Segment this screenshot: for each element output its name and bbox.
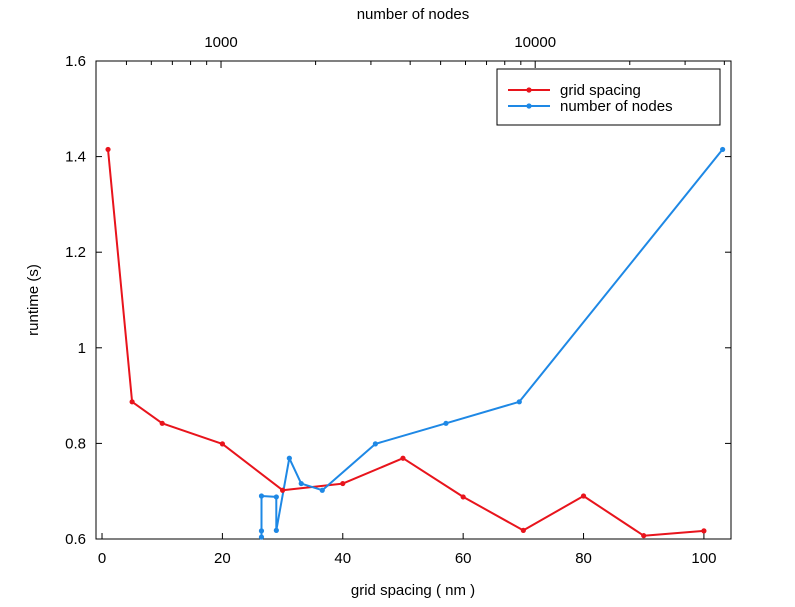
- x-tick-label: 40: [334, 550, 351, 567]
- data-point: [258, 528, 265, 534]
- data-point: [258, 534, 265, 540]
- axis-ticks: [96, 60, 731, 540]
- data-point: [159, 420, 165, 426]
- y-tick-label: 1.4: [65, 149, 86, 166]
- data-point: [340, 480, 346, 487]
- data-point: [273, 527, 279, 533]
- series-lines: [107, 148, 724, 538]
- data-point: [701, 528, 707, 534]
- x-tick-label: 100: [691, 550, 716, 567]
- plot-frame: [95, 60, 732, 540]
- data-point: [273, 494, 279, 500]
- x2-tick-label: 10000: [514, 34, 556, 51]
- data-point: [258, 493, 265, 499]
- x-tick-label: 80: [575, 550, 592, 567]
- y-tick-label: 0.8: [65, 435, 86, 452]
- data-point: [580, 493, 587, 499]
- data-point: [286, 455, 292, 461]
- data-point: [129, 399, 135, 405]
- axis-tick-labels: 0 20 40 60 80 100 0.6 0.8 1 1.2 1.4 1.6 1000 10000: [65, 34, 716, 567]
- data-point: [372, 441, 378, 447]
- legend: grid spacing number of nodes: [496, 68, 721, 126]
- data-point: [319, 487, 325, 493]
- y-tick-label: 1: [78, 340, 86, 357]
- data-point: [520, 527, 526, 533]
- x-axis-title: grid spacing ( nm ): [351, 582, 475, 599]
- x-tick-label: 20: [214, 550, 231, 567]
- x2-axis-title: number of nodes: [357, 6, 470, 23]
- series-line-1: [260, 148, 724, 538]
- x-tick-label: 0: [98, 550, 106, 567]
- series-line-0: [107, 149, 704, 537]
- legend-box: [496, 68, 721, 126]
- data-point: [443, 420, 449, 426]
- y-tick-label: 0.6: [65, 531, 86, 548]
- series-points: [105, 146, 726, 540]
- legend-marker-grid-spacing: [526, 87, 532, 93]
- legend-label-number-of-nodes: number of nodes: [560, 98, 673, 115]
- data-point: [516, 399, 522, 405]
- y-axis-title: runtime (s): [25, 264, 42, 336]
- data-point: [641, 533, 647, 539]
- data-point: [105, 146, 111, 153]
- data-point: [460, 494, 466, 500]
- data-point: [720, 146, 726, 153]
- data-point: [279, 487, 286, 493]
- data-point: [400, 455, 406, 461]
- y-tick-label: 1.2: [65, 244, 86, 261]
- data-point: [298, 480, 304, 487]
- y-tick-label: 1.6: [65, 53, 86, 70]
- x-tick-label: 60: [455, 550, 472, 567]
- x2-tick-label: 1000: [204, 34, 237, 51]
- legend-marker-number-of-nodes: [526, 103, 532, 109]
- data-point: [219, 441, 225, 447]
- legend-label-grid-spacing: grid spacing: [560, 82, 641, 99]
